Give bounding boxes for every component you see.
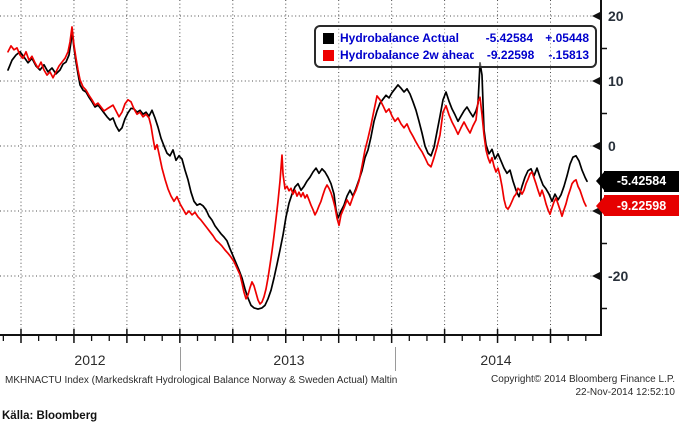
y-major-tick-arrow-icon: [592, 271, 601, 281]
y-major-tick-arrow-icon: [592, 141, 601, 151]
series-swatch-actual: [323, 32, 334, 44]
legend-item-2w-ahead[interactable]: Hydrobalance 2w ahead -9.22598 -.15813: [323, 47, 589, 63]
last-value-tag-actual[interactable]: -5.42584: [596, 170, 679, 192]
year-separator: [395, 347, 396, 371]
y-axis-label-10: 10: [608, 73, 624, 89]
legend-series-name: Hydrobalance Actual: [340, 31, 459, 45]
legend-series-change: +.05448: [545, 31, 589, 45]
legend: Hydrobalance Actual -5.42584 +.05448 Hyd…: [314, 25, 597, 68]
last-value-tag-2w-ahead[interactable]: -9.22598: [596, 195, 679, 217]
x-axis-year-2012: 2012: [74, 352, 106, 368]
tag-arrow-icon: [596, 196, 604, 215]
x-axis-year-2014: 2014: [480, 352, 512, 368]
x-axis-year-2013: 2013: [273, 352, 305, 368]
legend-series-name: Hydrobalance 2w ahead: [340, 48, 474, 62]
tag-arrow-icon: [596, 172, 604, 191]
ticker-description: MKHNACTU Index (Markedskraft Hydrologica…: [5, 375, 398, 386]
copyright-text: Copyright© 2014 Bloomberg Finance L.P.: [491, 374, 675, 385]
tag-value: -5.42584: [616, 174, 667, 189]
y-major-tick-arrow-icon: [592, 76, 601, 86]
timestamp-text: 22-Nov-2014 12:52:10: [575, 387, 675, 398]
legend-series-change: -.15813: [548, 48, 590, 62]
tag-value: -9.22598: [616, 198, 667, 213]
legend-series-value: -9.22598: [486, 48, 535, 62]
legend-series-value: -5.42584: [485, 31, 533, 45]
y-axis-label-0: 0: [608, 138, 616, 154]
series-line-2w-ahead: [7, 26, 587, 305]
year-separator: [180, 347, 181, 371]
series-line-actual: [7, 29, 588, 310]
source-caption: Källa: Bloomberg: [2, 410, 98, 422]
y-axis-label-neg20: -20: [608, 268, 629, 284]
y-major-tick-arrow-icon: [592, 11, 601, 21]
series-swatch-2w-ahead: [323, 49, 334, 61]
copyright-block: Copyright© 2014 Bloomberg Finance L.P. 2…: [491, 373, 675, 399]
legend-item-actual[interactable]: Hydrobalance Actual -5.42584 +.05448: [323, 30, 589, 46]
y-axis-label-20: 20: [608, 8, 624, 24]
